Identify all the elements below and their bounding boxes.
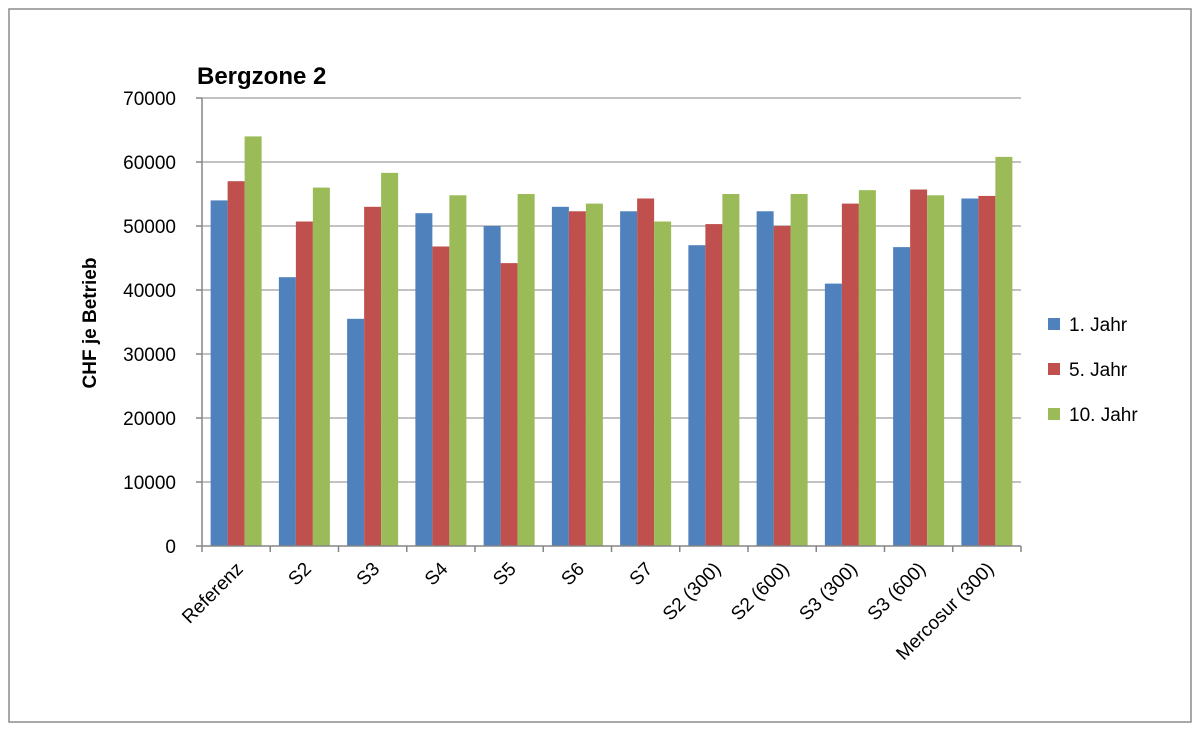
bar bbox=[858, 190, 876, 546]
bar bbox=[312, 187, 330, 546]
bar bbox=[483, 226, 501, 546]
bar bbox=[517, 194, 535, 546]
bar bbox=[278, 277, 296, 546]
bar bbox=[824, 283, 842, 546]
bar bbox=[756, 211, 774, 546]
bar bbox=[637, 198, 655, 547]
bar bbox=[688, 245, 706, 546]
y-tick-label: 60000 bbox=[123, 153, 176, 174]
bar bbox=[295, 221, 313, 546]
bar bbox=[910, 189, 928, 546]
legend-swatch bbox=[1048, 408, 1060, 420]
legend-swatch bbox=[1048, 318, 1060, 330]
bar bbox=[978, 195, 996, 547]
y-tick-label: 0 bbox=[165, 537, 176, 558]
bar bbox=[893, 247, 911, 546]
bar bbox=[551, 206, 569, 547]
bar bbox=[995, 156, 1013, 546]
y-tick-label: 10000 bbox=[123, 473, 176, 494]
legend-swatch bbox=[1048, 363, 1060, 375]
legend-label: 10. Jahr bbox=[1069, 405, 1138, 426]
bar bbox=[449, 195, 467, 546]
axes bbox=[196, 97, 1022, 552]
legend: 1. Jahr 5. Jahr 10. Jahr bbox=[1048, 315, 1138, 426]
bar bbox=[585, 203, 603, 546]
bar bbox=[790, 194, 808, 546]
bar bbox=[364, 206, 382, 547]
bar bbox=[347, 318, 365, 546]
bar bbox=[961, 198, 979, 547]
bar bbox=[500, 263, 518, 546]
bar bbox=[432, 246, 450, 547]
bar bbox=[654, 221, 672, 546]
bar bbox=[415, 213, 433, 546]
bar bbox=[568, 211, 586, 546]
bar bbox=[227, 181, 245, 546]
legend-label: 1. Jahr bbox=[1069, 315, 1128, 336]
y-axis-title: CHF je Betrieb bbox=[80, 258, 101, 389]
y-tick-label: 50000 bbox=[123, 217, 176, 238]
bar bbox=[927, 195, 945, 546]
bar bbox=[705, 224, 723, 546]
bar bbox=[210, 200, 228, 546]
y-tick-label: 70000 bbox=[123, 89, 176, 110]
gridlines bbox=[202, 97, 1021, 483]
bars bbox=[210, 136, 1013, 547]
y-tick-label: 40000 bbox=[123, 281, 176, 302]
y-tick-label: 20000 bbox=[123, 409, 176, 430]
chart-title: Bergzone 2 bbox=[197, 63, 326, 90]
bar bbox=[620, 211, 638, 546]
legend-label: 5. Jahr bbox=[1069, 360, 1128, 381]
bar bbox=[722, 194, 740, 546]
y-tick-label: 30000 bbox=[123, 345, 176, 366]
y-tick-labels: 0 10000 20000 30000 40000 50000 60000 70000 bbox=[123, 89, 176, 558]
bar bbox=[773, 226, 791, 546]
bar bbox=[381, 172, 399, 546]
bar bbox=[841, 203, 859, 546]
bar bbox=[244, 136, 262, 546]
